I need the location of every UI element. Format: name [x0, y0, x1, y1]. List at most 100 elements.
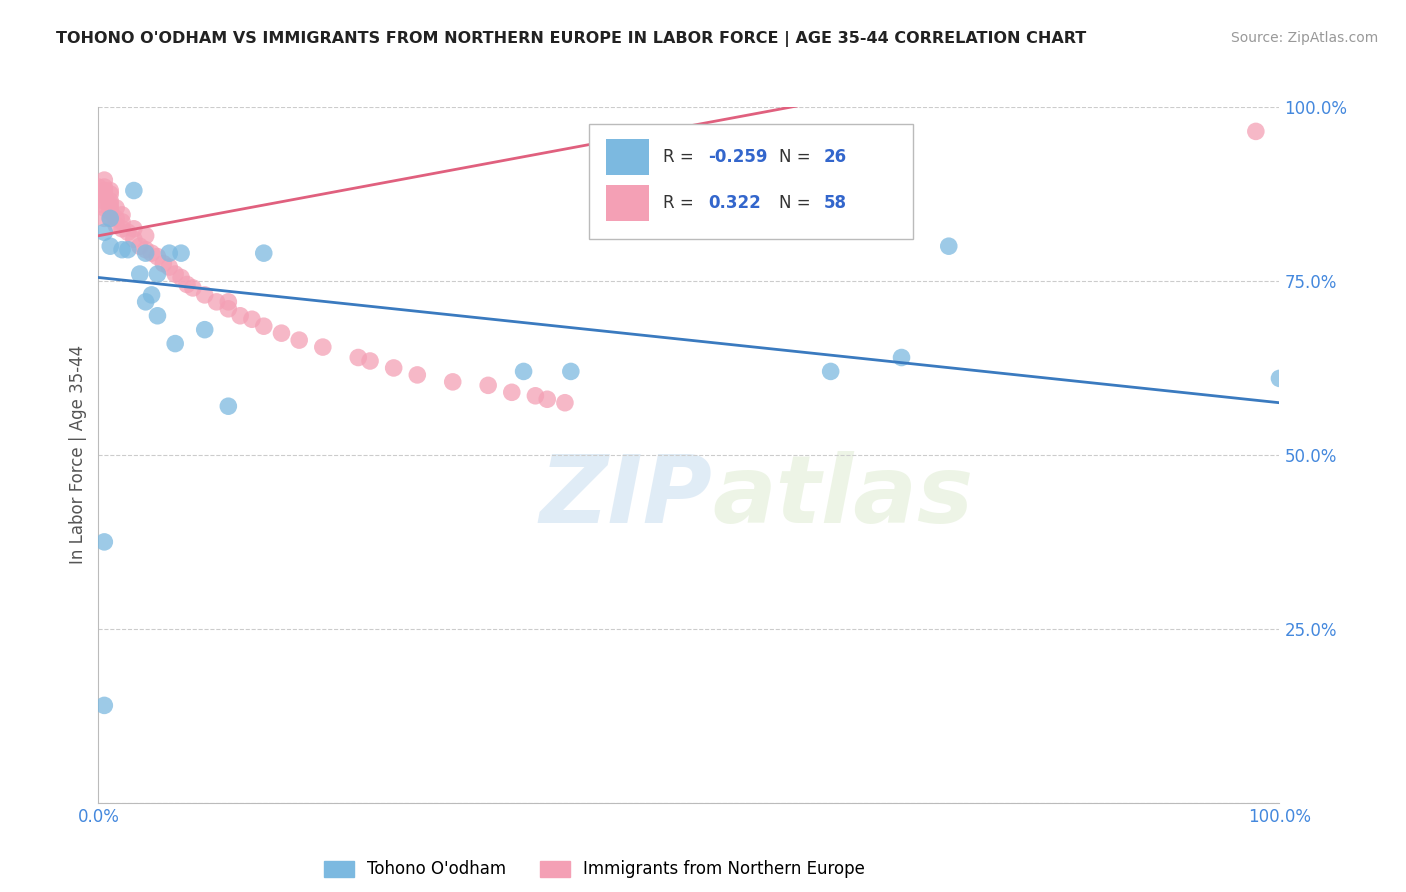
Point — [135, 228, 157, 243]
Point — [93, 194, 115, 208]
Point — [205, 294, 228, 309]
Point — [141, 246, 163, 260]
Point — [165, 267, 187, 281]
Point — [111, 208, 134, 222]
Point — [176, 277, 198, 292]
Point — [560, 364, 582, 378]
Point — [87, 187, 110, 202]
Point — [87, 197, 110, 211]
Point — [441, 375, 464, 389]
Point — [512, 364, 534, 378]
Point — [1268, 371, 1291, 385]
Point — [105, 201, 128, 215]
Point — [253, 246, 276, 260]
Text: R =: R = — [664, 148, 699, 166]
Point — [98, 194, 121, 208]
Point — [146, 267, 169, 281]
Point — [253, 319, 276, 334]
Point — [105, 219, 128, 233]
Text: 0.322: 0.322 — [707, 194, 761, 212]
Text: atlas: atlas — [713, 450, 974, 542]
Point — [122, 222, 145, 236]
Point — [98, 211, 121, 226]
Point — [135, 243, 157, 257]
Text: TOHONO O'ODHAM VS IMMIGRANTS FROM NORTHERN EUROPE IN LABOR FORCE | AGE 35-44 COR: TOHONO O'ODHAM VS IMMIGRANTS FROM NORTHE… — [56, 31, 1087, 47]
Point — [890, 351, 912, 365]
Text: R =: R = — [664, 194, 699, 212]
Point — [240, 312, 263, 326]
Point — [93, 184, 115, 198]
Point — [524, 389, 547, 403]
Point — [194, 323, 217, 337]
Point — [93, 535, 115, 549]
Point — [170, 270, 193, 285]
Text: N =: N = — [779, 194, 815, 212]
Text: ZIP: ZIP — [540, 450, 713, 542]
Point — [98, 204, 121, 219]
Point — [359, 354, 381, 368]
Point — [93, 187, 115, 202]
Text: -0.259: -0.259 — [707, 148, 768, 166]
Point — [98, 211, 121, 226]
Point — [938, 239, 960, 253]
Point — [406, 368, 429, 382]
Point — [217, 294, 239, 309]
Point — [111, 222, 134, 236]
Point — [477, 378, 499, 392]
Point — [165, 336, 187, 351]
Point — [93, 180, 115, 194]
Point — [135, 246, 157, 260]
Point — [93, 211, 115, 226]
Point — [1244, 124, 1267, 138]
Point — [382, 360, 405, 375]
Text: 26: 26 — [824, 148, 846, 166]
Y-axis label: In Labor Force | Age 35-44: In Labor Force | Age 35-44 — [69, 345, 87, 565]
Point — [98, 239, 121, 253]
Point — [105, 211, 128, 226]
Point — [157, 260, 180, 274]
Point — [152, 256, 174, 270]
Point — [312, 340, 335, 354]
Point — [501, 385, 523, 400]
Text: Source: ZipAtlas.com: Source: ZipAtlas.com — [1230, 31, 1378, 45]
Point — [146, 309, 169, 323]
Point — [117, 225, 139, 239]
Point — [117, 243, 139, 257]
Point — [93, 225, 115, 239]
Point — [135, 294, 157, 309]
Point — [111, 243, 134, 257]
FancyBboxPatch shape — [589, 124, 914, 239]
Point — [93, 173, 115, 187]
Point — [157, 246, 180, 260]
Point — [141, 288, 163, 302]
Point — [554, 396, 576, 410]
FancyBboxPatch shape — [606, 185, 648, 221]
Point — [93, 201, 115, 215]
Point — [181, 281, 204, 295]
Text: N =: N = — [779, 148, 815, 166]
Point — [270, 326, 292, 340]
Point — [93, 698, 115, 713]
Point — [146, 250, 169, 264]
Point — [98, 201, 121, 215]
Point — [128, 267, 150, 281]
Point — [98, 187, 121, 202]
Legend: Tohono O'odham, Immigrants from Northern Europe: Tohono O'odham, Immigrants from Northern… — [318, 854, 872, 885]
Point — [194, 288, 217, 302]
Point — [288, 333, 311, 347]
Point — [217, 399, 239, 413]
Point — [820, 364, 842, 378]
Point — [98, 184, 121, 198]
Point — [347, 351, 370, 365]
Point — [122, 184, 145, 198]
Point — [122, 232, 145, 246]
Point — [170, 246, 193, 260]
Point — [536, 392, 558, 407]
Point — [111, 215, 134, 229]
FancyBboxPatch shape — [606, 139, 648, 175]
Point — [98, 197, 121, 211]
Point — [217, 301, 239, 316]
Point — [229, 309, 252, 323]
Point — [87, 180, 110, 194]
Point — [128, 239, 150, 253]
